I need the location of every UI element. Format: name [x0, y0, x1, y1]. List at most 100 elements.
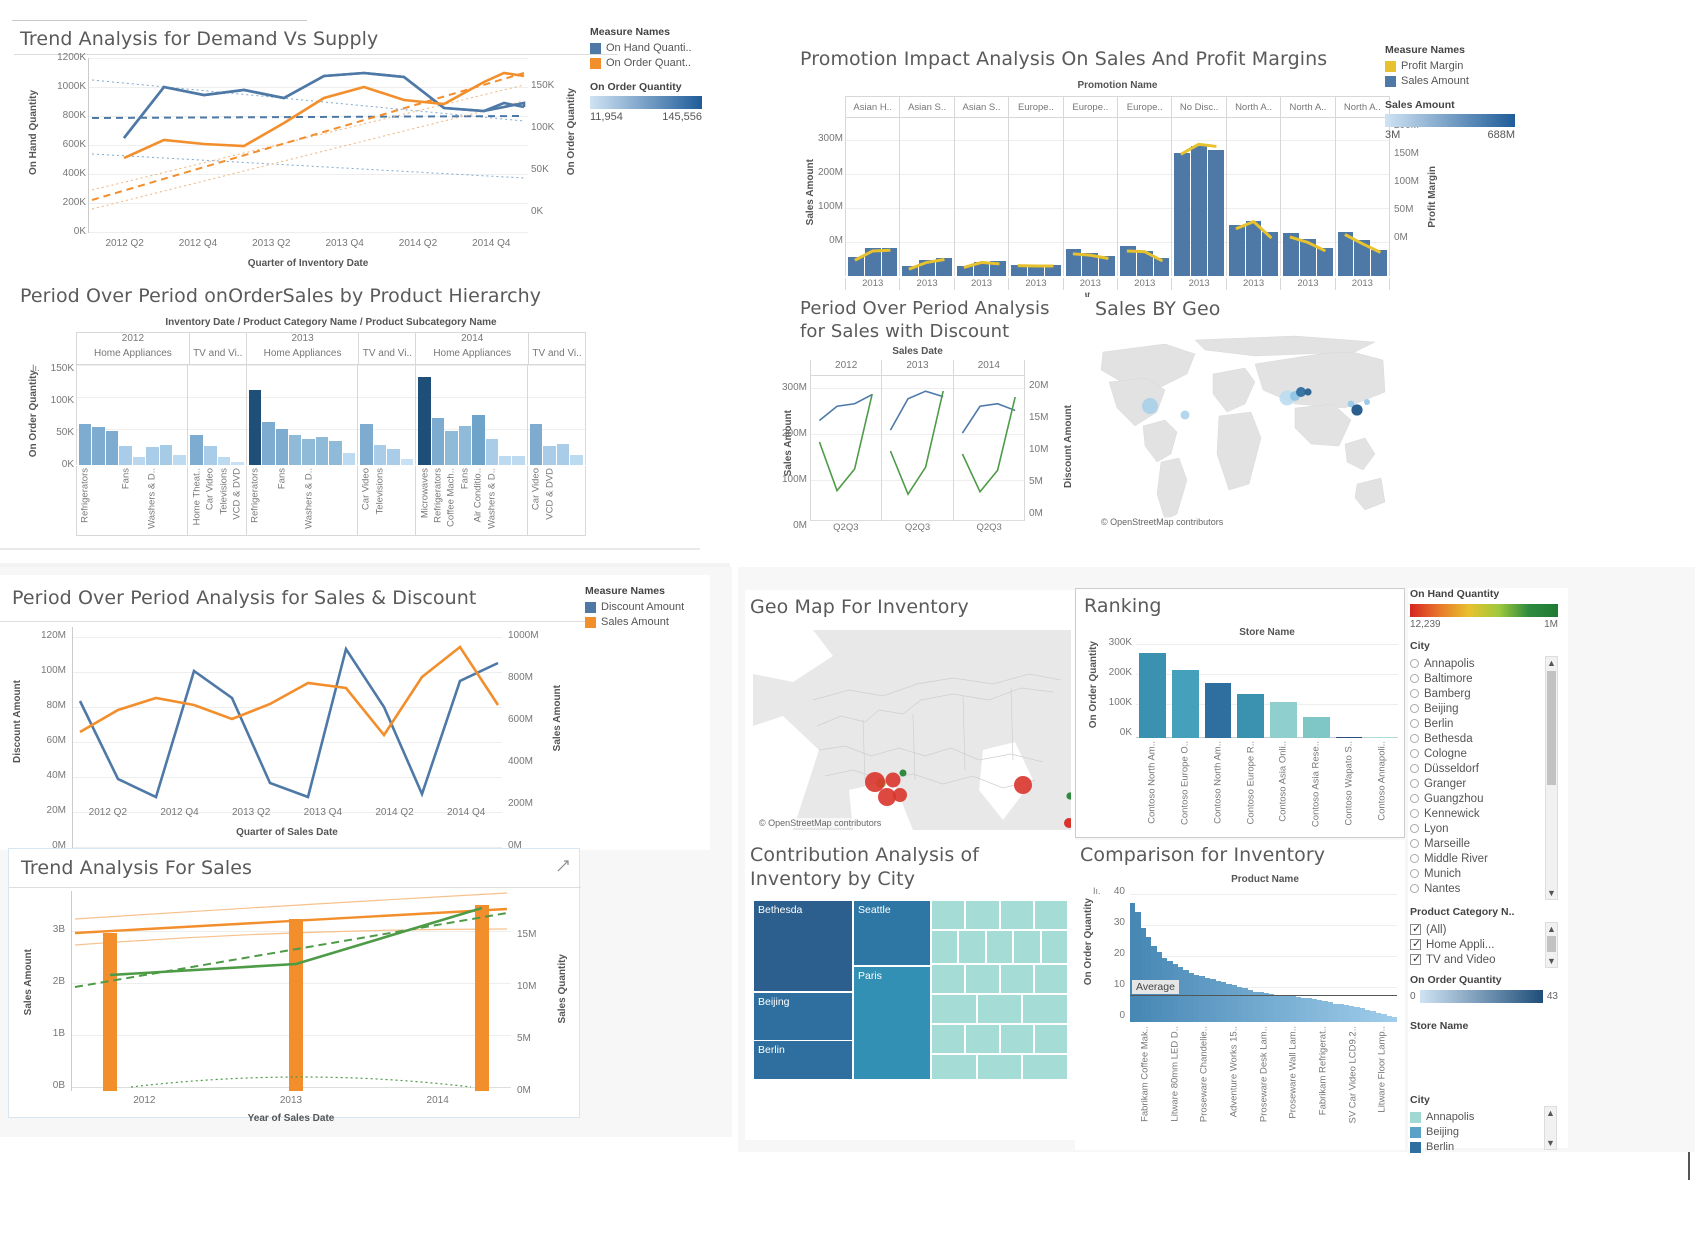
treemap-cell[interactable] — [965, 964, 1000, 994]
bar[interactable] — [1391, 1017, 1398, 1022]
legend-item-on-order[interactable]: On Order Quant.. — [590, 56, 702, 71]
bar[interactable] — [119, 446, 132, 465]
bar[interactable] — [485, 438, 498, 465]
pcat-scroll-thumb[interactable] — [1547, 936, 1556, 952]
bar[interactable] — [1188, 973, 1195, 1022]
city-filter-item[interactable]: Lyon — [1410, 821, 1542, 836]
treemap-cell[interactable]: Bethesda — [753, 900, 853, 992]
bar[interactable] — [1194, 974, 1200, 1022]
bar[interactable] — [1153, 258, 1170, 276]
bar[interactable] — [418, 377, 431, 465]
bar[interactable] — [1210, 979, 1216, 1022]
city-list-scroll-thumb[interactable] — [1547, 671, 1556, 785]
city-filter-item[interactable]: Bethesda — [1410, 731, 1542, 746]
pcat-list-scrollbar[interactable]: ▲ ▼ — [1545, 922, 1558, 968]
bar[interactable] — [1171, 670, 1199, 738]
bar[interactable] — [498, 456, 512, 465]
city-filter-item[interactable]: Marseille — [1410, 836, 1542, 851]
bar[interactable] — [848, 257, 864, 276]
treemap-cell[interactable]: Seattle — [853, 900, 931, 966]
bar[interactable] — [1130, 903, 1136, 1022]
bar[interactable] — [956, 265, 973, 276]
bar[interactable] — [1368, 737, 1395, 738]
legend-item-sales[interactable]: Sales Amount — [585, 615, 705, 630]
bar[interactable] — [570, 454, 583, 465]
bar[interactable] — [1316, 247, 1333, 276]
bar[interactable] — [387, 448, 400, 465]
bar[interactable] — [1120, 245, 1136, 276]
bar[interactable] — [1333, 1003, 1339, 1022]
bar[interactable] — [1183, 970, 1189, 1022]
treemap-cell[interactable] — [931, 900, 966, 930]
radio-icon[interactable] — [1410, 689, 1419, 698]
treemap-cell[interactable] — [931, 1054, 977, 1080]
legend-item-discount[interactable]: Discount Amount — [585, 600, 705, 615]
radio-icon[interactable] — [1410, 839, 1419, 848]
legend-item-sales-amount[interactable]: Sales Amount — [1385, 74, 1515, 89]
bar[interactable] — [1044, 264, 1061, 276]
bar[interactable] — [1140, 927, 1147, 1022]
radio-icon[interactable] — [1410, 809, 1419, 818]
radio-icon[interactable] — [1410, 824, 1419, 833]
bar[interactable] — [1335, 736, 1363, 738]
bar[interactable] — [1290, 996, 1296, 1022]
filter-list-city[interactable]: Annapolis Baltimore Bamberg Beijing Berlin Be… — [1410, 656, 1558, 900]
city-legend-item[interactable]: Berlin — [1410, 1140, 1544, 1155]
bar[interactable] — [1237, 694, 1264, 738]
city-filter-item[interactable]: Granger — [1410, 776, 1542, 791]
treemap-cell[interactable] — [1040, 930, 1068, 964]
bar[interactable] — [1236, 986, 1243, 1022]
bar[interactable] — [1359, 1008, 1366, 1022]
bar[interactable] — [92, 427, 105, 465]
radio-icon[interactable] — [1410, 854, 1419, 863]
bar[interactable] — [1252, 991, 1259, 1022]
bar[interactable] — [1247, 990, 1253, 1022]
bar[interactable] — [1135, 912, 1141, 1022]
bar[interactable] — [1274, 994, 1280, 1022]
city-legend-scroll-up[interactable]: ▲ — [1546, 1108, 1555, 1118]
checkbox-icon[interactable] — [1410, 952, 1421, 965]
treemap-cell[interactable] — [976, 994, 1023, 1024]
city-legend-scroll-down[interactable]: ▼ — [1546, 1138, 1555, 1148]
treemap-cell[interactable] — [1013, 930, 1041, 964]
bar[interactable] — [1174, 152, 1191, 276]
bar[interactable] — [105, 431, 119, 465]
bar[interactable] — [275, 428, 288, 465]
product-category-filter-item[interactable]: (All) — [1410, 922, 1542, 937]
bar[interactable] — [190, 434, 203, 465]
bar[interactable] — [1322, 1000, 1328, 1022]
bar[interactable] — [1301, 997, 1307, 1022]
bar[interactable] — [472, 414, 485, 465]
bar[interactable] — [400, 459, 414, 465]
city-filter-item[interactable]: Nantes — [1410, 881, 1542, 896]
bar[interactable] — [1208, 150, 1224, 276]
bar[interactable] — [1354, 239, 1371, 276]
radio-icon[interactable] — [1410, 704, 1419, 713]
bar[interactable] — [1302, 716, 1330, 738]
bar[interactable] — [1349, 1006, 1355, 1022]
bar[interactable] — [1136, 250, 1153, 276]
city-filter-item[interactable]: Kennewick — [1410, 806, 1542, 821]
bar[interactable] — [1375, 1012, 1382, 1022]
bar[interactable] — [1283, 233, 1300, 276]
bar[interactable] — [146, 446, 159, 465]
bar[interactable] — [1365, 1009, 1371, 1022]
bar[interactable] — [315, 437, 329, 465]
bar[interactable] — [556, 444, 570, 465]
treemap-cell[interactable] — [1033, 1024, 1068, 1054]
treemap-cell[interactable] — [931, 994, 977, 1024]
bar[interactable] — [1263, 993, 1269, 1022]
bar[interactable] — [864, 248, 881, 276]
bar[interactable] — [159, 444, 173, 465]
bar[interactable] — [512, 455, 525, 465]
bar[interactable] — [1327, 1002, 1334, 1022]
city-filter-item[interactable]: Düsseldorf — [1410, 761, 1542, 776]
bar[interactable] — [173, 455, 186, 465]
bar[interactable] — [990, 261, 1007, 276]
bar[interactable] — [529, 424, 543, 465]
bar[interactable] — [231, 461, 244, 465]
bar[interactable] — [342, 453, 356, 465]
radio-icon[interactable] — [1410, 779, 1419, 788]
gradient-bar-sales[interactable] — [1385, 114, 1515, 127]
bar[interactable] — [1306, 998, 1312, 1022]
